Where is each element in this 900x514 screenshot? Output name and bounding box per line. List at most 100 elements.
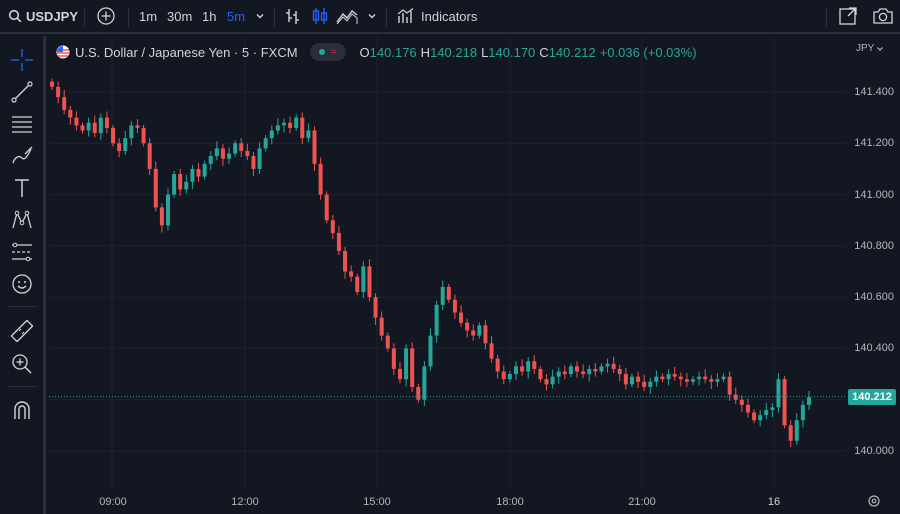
candle-body — [452, 299, 457, 313]
candle-body — [80, 125, 85, 131]
candle-body — [636, 376, 641, 382]
time-label-day: 16 — [767, 496, 781, 508]
candle-body — [672, 374, 677, 377]
candlestick-chart[interactable] — [49, 36, 846, 488]
candle-body — [50, 81, 54, 87]
candle-body — [745, 404, 750, 413]
price-tick-label: 140.600 — [854, 291, 894, 304]
candle-body — [513, 366, 518, 375]
time-scale[interactable]: 09:00 12:00 15:00 18:00 21:00 16 — [49, 488, 900, 514]
candle-body — [275, 125, 280, 131]
trend-line-icon — [11, 81, 33, 103]
candle-body — [788, 425, 793, 441]
interval-1h[interactable]: 1h — [202, 8, 217, 24]
brush-icon — [12, 146, 33, 164]
candle-body — [257, 148, 262, 169]
trend-line-tool[interactable] — [10, 80, 34, 104]
divider — [128, 7, 129, 27]
fullscreen-button[interactable] — [838, 0, 858, 33]
candle-body — [202, 163, 207, 177]
chart-settings-button[interactable] — [867, 494, 881, 511]
indicators-icon — [397, 8, 414, 23]
candle-body — [752, 412, 757, 421]
candle-body — [617, 368, 622, 375]
area-style-button[interactable] — [336, 0, 358, 33]
candle-body — [220, 148, 225, 159]
candle-body — [575, 366, 580, 372]
candle-body — [196, 168, 201, 177]
price-tick-label: 140.400 — [854, 342, 894, 355]
brush-tool[interactable] — [10, 144, 34, 168]
legend-title: U.S. Dollar / Japanese Yen · 5 · FXCM — [75, 44, 298, 60]
icons-tool[interactable] — [10, 272, 34, 296]
chevron-down-icon — [877, 46, 884, 51]
candles-icon — [312, 8, 328, 24]
market-open-dot-icon — [318, 49, 325, 55]
current-price-label: 140.212 — [848, 388, 896, 405]
candle-body — [611, 363, 616, 369]
interval-1m[interactable]: 1m — [139, 8, 158, 24]
market-status-badge[interactable]: ≈ — [309, 43, 346, 61]
ruler-icon — [11, 320, 33, 342]
candle-body — [446, 286, 451, 300]
candle-body — [660, 376, 665, 380]
symbol-label: USDJPY — [26, 8, 79, 24]
candle-body — [263, 138, 268, 149]
top-toolbar: USDJPY 1m 30m 1h 5m Indicators — [0, 0, 900, 34]
waves-icon: ≈ — [330, 46, 337, 58]
currency-label: JPY — [856, 43, 875, 54]
candle-body — [355, 276, 360, 293]
candle-body — [648, 381, 653, 387]
price-tick-label: 140.000 — [854, 445, 894, 457]
area-chart-icon — [336, 9, 358, 25]
candle-body — [385, 335, 390, 349]
text-tool[interactable] — [10, 176, 34, 200]
price-tick-label: 141.400 — [854, 86, 894, 98]
bar-style-button[interactable] — [284, 0, 302, 33]
candles-style-button[interactable] — [311, 0, 329, 33]
forecasting-tool[interactable] — [10, 240, 34, 264]
candle-body — [507, 374, 512, 380]
time-label: 15:00 — [363, 496, 391, 508]
interval-30m[interactable]: 30m — [167, 8, 193, 24]
chart-type-dropdown[interactable] — [366, 0, 378, 33]
candle-body — [312, 130, 317, 164]
candle-body — [178, 174, 183, 190]
interval-dropdown[interactable] — [254, 0, 266, 33]
time-label: 21:00 — [628, 496, 656, 508]
crosshair-tool[interactable] — [10, 48, 34, 72]
candle-body — [526, 361, 531, 372]
currency-selector[interactable]: JPY — [856, 43, 884, 54]
candle-body — [721, 376, 726, 380]
snapshot-button[interactable] — [872, 0, 894, 33]
price-scale[interactable]: JPY 141.400 141.200 141.000 140.800 140.600 1… — [846, 36, 900, 488]
close-value: 140.212 — [548, 44, 596, 60]
smiley-icon — [12, 274, 32, 294]
drawing-toolbar — [0, 36, 46, 514]
interval-5m-active[interactable]: 5m — [227, 8, 246, 24]
symbol-search[interactable]: USDJPY — [8, 0, 78, 33]
measure-lines-icon — [12, 242, 32, 262]
candle-body — [306, 130, 311, 139]
candle-body — [153, 168, 158, 208]
magnet-tool[interactable] — [10, 398, 34, 422]
zoom-in-tool[interactable] — [10, 352, 34, 376]
candle-body — [800, 404, 805, 421]
compare-symbol-button[interactable] — [96, 0, 116, 33]
candle-body — [336, 233, 341, 251]
candle-body — [111, 127, 116, 144]
candle-body — [440, 286, 445, 305]
measure-tool[interactable] — [10, 319, 34, 343]
indicators-button[interactable]: Indicators — [397, 0, 477, 33]
crosshair-icon — [11, 49, 33, 71]
candle-body — [776, 379, 781, 408]
candle-body — [184, 181, 189, 190]
chart-pane[interactable] — [49, 36, 846, 488]
candle-body — [550, 376, 555, 385]
candle-body — [501, 371, 506, 380]
open-value: 140.176 — [369, 44, 417, 60]
candle-body — [556, 371, 561, 377]
fib-retracement-tool[interactable] — [10, 112, 34, 136]
pattern-tool[interactable] — [10, 208, 34, 232]
time-label: 12:00 — [231, 496, 259, 508]
